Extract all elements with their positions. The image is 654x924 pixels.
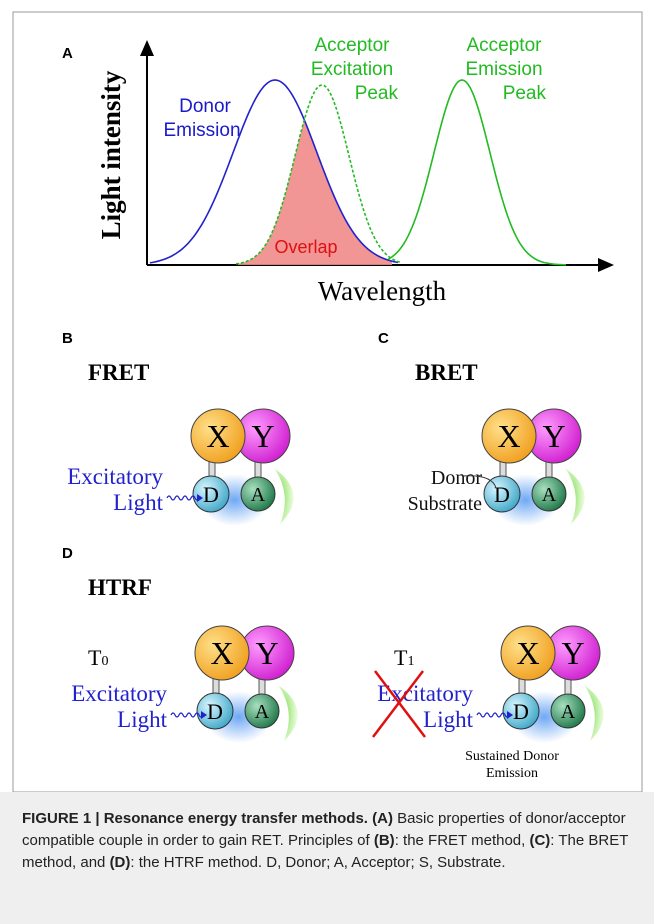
x-axis-label: Wavelength — [318, 276, 447, 306]
caption-bold: (A) — [372, 810, 393, 827]
overlap-label: Overlap — [274, 237, 337, 257]
panel-label: A — [62, 45, 73, 62]
time-sub: 0 — [101, 654, 108, 669]
time-label: T1 — [394, 645, 414, 670]
caption-bold: (D) — [110, 854, 131, 871]
side-label: Excitatory — [67, 464, 163, 489]
acceptor-label: A — [251, 484, 266, 506]
donor-label: D — [207, 699, 223, 724]
acceptor-excitation-label: Acceptor — [315, 35, 391, 56]
time-sub: 1 — [407, 654, 414, 669]
acceptor-emission-label: Peak — [503, 83, 547, 104]
figure-caption: FIGURE 1 | Resonance energy transfer met… — [0, 792, 654, 924]
note: Sustained Donor — [465, 749, 559, 764]
protein-x-label: X — [516, 635, 539, 671]
donor-label: D — [203, 482, 219, 507]
donor-label: Donor — [179, 96, 231, 117]
panel-title: FRET — [88, 360, 149, 385]
protein-x-label: X — [210, 635, 233, 671]
protein-x-label: X — [497, 418, 520, 454]
emission-crescent — [565, 468, 585, 524]
panel-title: HTRF — [88, 575, 152, 600]
donor-label: D — [513, 699, 529, 724]
protein-y-label: Y — [255, 635, 278, 671]
emission-crescent — [584, 685, 604, 741]
caption-bold: FIGURE 1 | Resonance energy transfer met… — [22, 810, 368, 827]
time-base: T — [88, 645, 102, 670]
protein-y-label: Y — [251, 418, 274, 454]
side-label: Donor — [431, 467, 482, 489]
x-axis-arrow — [598, 258, 614, 272]
emission-crescent — [278, 685, 298, 741]
caption-bold: (C) — [529, 832, 550, 849]
side-label: Light — [117, 707, 167, 732]
acceptor-emission-label: Emission — [465, 59, 542, 80]
protein-y-label: Y — [542, 418, 565, 454]
side-label: Light — [113, 490, 163, 515]
protein-y-label: Y — [561, 635, 584, 671]
note: Emission — [486, 766, 538, 781]
side-label: Light — [423, 707, 473, 732]
donor-label: D — [494, 482, 510, 507]
time-label: T0 — [88, 645, 108, 670]
donor-label: Emission — [163, 120, 240, 141]
acceptor-emission-curve — [388, 80, 566, 265]
side-label: Substrate — [408, 493, 483, 515]
y-axis-arrow — [140, 40, 154, 56]
acceptor-label: A — [542, 484, 557, 506]
panel-label: D — [62, 545, 73, 562]
page: A Light intensity Wavelength Donor Emiss… — [0, 0, 654, 924]
acceptor-excitation-label: Excitation — [311, 59, 393, 80]
panel-title: BRET — [415, 360, 478, 385]
caption-bold: (B) — [374, 832, 395, 849]
acceptor-emission-label: Acceptor — [467, 35, 543, 56]
acceptor-excitation-label: Peak — [355, 83, 399, 104]
emission-crescent — [274, 468, 294, 524]
caption-text: : the FRET method, — [395, 832, 530, 849]
side-label: Excitatory — [71, 681, 167, 706]
panel-label: C — [378, 330, 389, 347]
panel-label: B — [62, 330, 73, 347]
time-base: T — [394, 645, 408, 670]
caption-text: : the HTRF method. D, Donor; A, Acceptor… — [130, 854, 505, 871]
protein-x-label: X — [206, 418, 229, 454]
acceptor-label: A — [255, 701, 270, 723]
acceptor-label: A — [561, 701, 576, 723]
figure: A Light intensity Wavelength Donor Emiss… — [0, 0, 654, 792]
y-axis-label: Light intensity — [96, 70, 126, 239]
